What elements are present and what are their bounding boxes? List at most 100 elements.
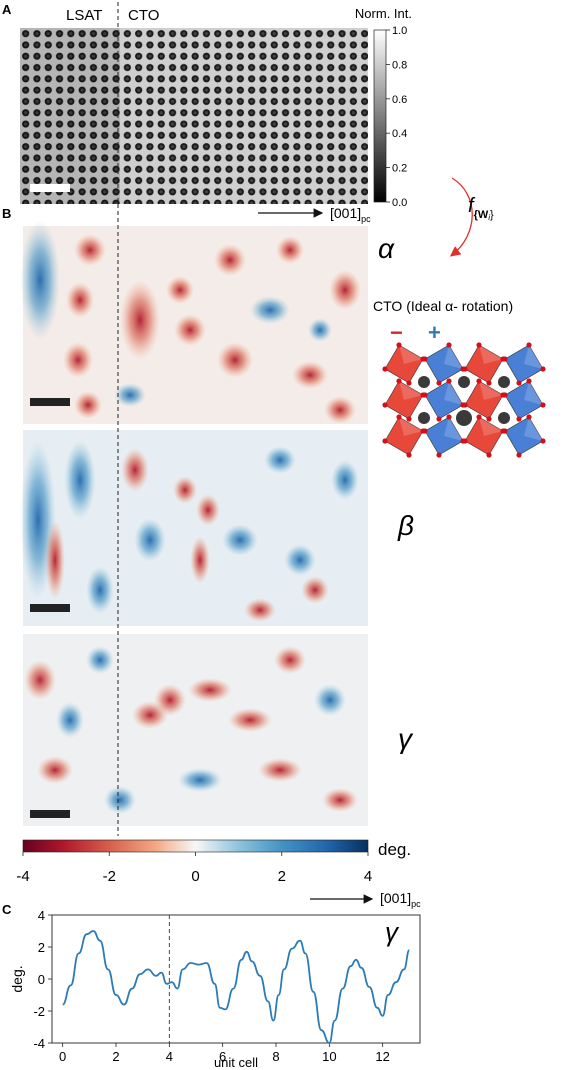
octahedron-face xyxy=(444,345,463,369)
gray-tick-label: 0.2 xyxy=(392,163,407,175)
x-axis-label: unit cell xyxy=(214,1055,258,1070)
y-tick-label: -4 xyxy=(33,1036,45,1051)
direction-label-a: [001] xyxy=(330,205,361,221)
panel-c-label: C xyxy=(2,902,12,917)
oxygen-atom xyxy=(540,402,546,408)
octahedra-model xyxy=(382,342,546,458)
calcium-atom xyxy=(498,412,510,424)
oxygen-atom xyxy=(502,392,508,398)
oxygen-atom xyxy=(486,416,492,422)
oxygen-atom xyxy=(396,414,402,420)
oxygen-atom xyxy=(422,392,428,398)
y-axis-label: deg. xyxy=(9,965,25,992)
octahedron-face xyxy=(399,417,423,436)
calcium-atom xyxy=(418,376,430,388)
oxygen-atom xyxy=(526,378,532,384)
panel-b-label: B xyxy=(2,206,11,221)
calcium-atom xyxy=(458,376,470,388)
oxygen-atom xyxy=(406,452,412,458)
octahedron-face xyxy=(479,381,503,400)
oxygen-atom xyxy=(446,342,452,348)
region-cto-label: CTO xyxy=(128,7,159,24)
oxygen-atom xyxy=(422,356,428,362)
map-beta xyxy=(20,430,368,626)
oxygen-atom xyxy=(486,380,492,386)
oxygen-atom xyxy=(406,380,412,386)
x-tick-label: 2 xyxy=(112,1049,119,1064)
gamma-line-chart: -4 -2 0 2 4 0 2 4 6 8 10 12 unit cell deg. xyxy=(9,908,421,1070)
model-plus-sign: + xyxy=(428,320,441,345)
y-tick-label: -2 xyxy=(33,1004,45,1019)
symbol-beta: β xyxy=(397,510,414,541)
direction-sub-b: pc xyxy=(411,899,421,909)
octahedron-face xyxy=(524,381,543,405)
deg-colorbar-ticks: -4 -2 0 2 4 xyxy=(16,852,372,885)
octahedron-face xyxy=(444,417,463,441)
oxygen-atom xyxy=(526,414,532,420)
oxygen-atom xyxy=(526,342,532,348)
x-tick-label: 4 xyxy=(166,1049,173,1064)
octahedron-face xyxy=(444,381,463,405)
oxygen-atom xyxy=(540,438,546,444)
oxygen-atom xyxy=(476,414,482,420)
oxygen-atom xyxy=(422,428,428,434)
oxygen-atom xyxy=(516,380,522,386)
svg-text:[001]pc: [001]pc xyxy=(330,205,371,224)
oxygen-atom xyxy=(540,366,546,372)
oxygen-atom xyxy=(382,438,388,444)
octahedron-face xyxy=(524,417,543,441)
oxygen-atom xyxy=(476,378,482,384)
symbol-alpha: α xyxy=(378,233,395,264)
model-title: CTO (Ideal α- rotation) xyxy=(373,298,513,314)
calcium-atom xyxy=(418,412,430,424)
x-tick-label: 8 xyxy=(272,1049,279,1064)
haadf-image xyxy=(20,28,368,204)
deg-tick-label: 2 xyxy=(278,868,286,885)
direction-arrow-b: [001]pc xyxy=(310,890,421,909)
calcium-atom xyxy=(456,410,472,426)
oxygen-atom xyxy=(462,402,468,408)
panel-a-label: A xyxy=(2,2,12,17)
grayscale-colorbar xyxy=(373,29,387,203)
y-tick-label: 0 xyxy=(38,972,45,987)
scale-bar-beta xyxy=(30,604,70,612)
oxygen-atom xyxy=(396,378,402,384)
deg-colorbar-unit: deg. xyxy=(378,840,411,859)
octahedron-face xyxy=(524,345,543,369)
x-tick-label: 6 xyxy=(219,1049,226,1064)
grayscale-colorbar-ticks: 0.0 0.2 0.4 0.6 0.8 1.0 xyxy=(386,25,407,209)
direction-arrow-a: [001]pc xyxy=(258,205,371,224)
scale-bar-gamma xyxy=(30,810,70,818)
map-alpha xyxy=(20,220,368,424)
oxygen-atom xyxy=(406,416,412,422)
oxygen-atom xyxy=(476,342,482,348)
deg-tick-label: -2 xyxy=(103,868,116,885)
oxygen-atom xyxy=(502,428,508,434)
oxygen-atom xyxy=(516,416,522,422)
gray-tick-label: 0.0 xyxy=(392,197,407,209)
gray-tick-label: 0.4 xyxy=(392,128,407,140)
svg-text:[001]pc: [001]pc xyxy=(380,890,421,909)
oxygen-atom xyxy=(436,416,442,422)
direction-sub-a: pc xyxy=(361,214,371,224)
scale-bar-alpha xyxy=(30,398,70,406)
gray-tick-label: 1.0 xyxy=(392,25,407,37)
oxygen-atom xyxy=(462,366,468,372)
gray-tick-label: 0.6 xyxy=(392,94,407,106)
x-tick-label: 10 xyxy=(322,1049,336,1064)
gray-tick-label: 0.8 xyxy=(392,59,407,71)
oxygen-atom xyxy=(382,402,388,408)
oxygen-atom xyxy=(486,452,492,458)
deg-colorbar xyxy=(22,839,369,853)
oxygen-atom xyxy=(446,414,452,420)
scale-bar-a xyxy=(30,184,70,192)
oxygen-atom xyxy=(382,366,388,372)
octahedron-face xyxy=(479,345,503,364)
deg-tick-label: 4 xyxy=(364,868,372,885)
y-tick-label: 2 xyxy=(38,940,45,955)
deg-tick-label: -4 xyxy=(16,868,29,885)
octahedron-face xyxy=(399,381,423,400)
oxygen-atom xyxy=(516,452,522,458)
oxygen-atom xyxy=(502,356,508,362)
